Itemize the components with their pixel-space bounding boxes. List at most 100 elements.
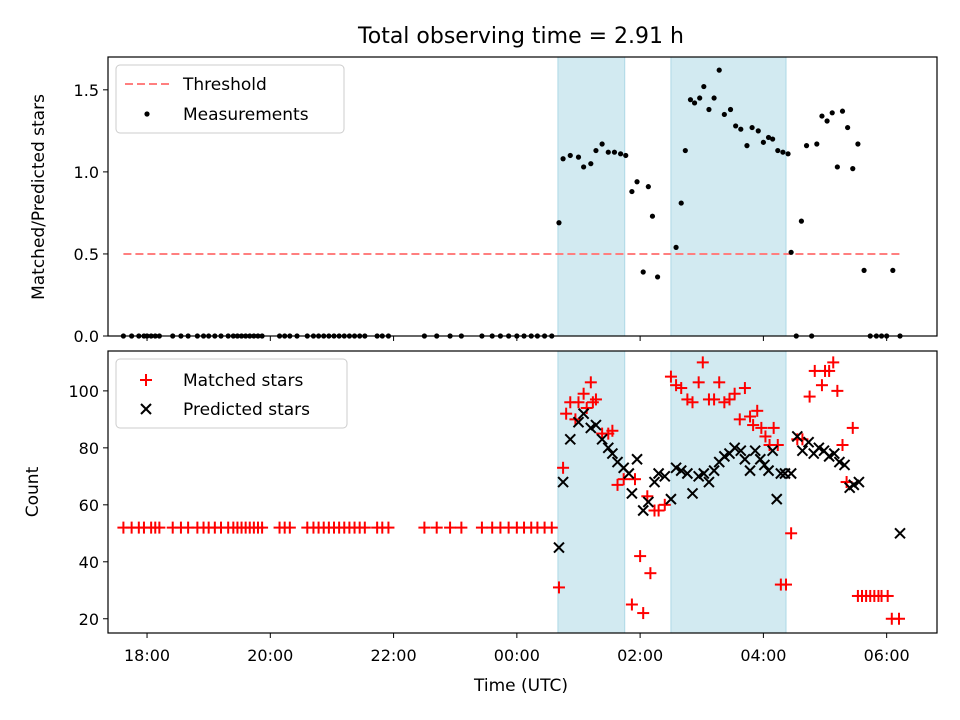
predicted-star-point: [708, 464, 720, 477]
matched-star-point: [767, 421, 780, 434]
matched-star-point: [589, 393, 602, 406]
predicted-star-point: [758, 459, 771, 471]
predicted-star-point-b: [596, 433, 608, 446]
predicted-star-point-b: [818, 444, 830, 457]
bottom-legend-box: [115, 358, 348, 429]
y-tick-label: 1.5: [74, 81, 99, 100]
y-tick-label: 40: [79, 553, 99, 572]
predicted-star-point: [698, 467, 710, 480]
matched-star-point: [713, 376, 726, 389]
predicted-star-point: [802, 436, 815, 448]
measurement-point: [834, 164, 840, 170]
predicted-stars-legend-label: Predicted stars: [183, 400, 310, 420]
predicted-star-point: [853, 476, 865, 488]
measurement-point: [697, 95, 703, 101]
measurement-point: [711, 95, 717, 101]
bottom-panel-frame: [107, 350, 938, 634]
matched-star-point: [577, 387, 590, 400]
matched-star-point: [584, 376, 597, 389]
predicted-star-point-b: [838, 459, 851, 471]
predicted-star-point-b: [681, 467, 694, 480]
matched-star-point: [738, 382, 751, 395]
matched-star-point: [455, 521, 468, 534]
predicted-star-point-b: [572, 416, 585, 428]
matched-star-point: [692, 376, 705, 389]
matched-star-point: [755, 421, 768, 434]
measurement-point: [738, 126, 744, 132]
measurement-point: [560, 156, 566, 162]
measurement-point: [706, 106, 712, 113]
predicted-star-point: [754, 453, 767, 465]
predicted-star-point-b: [754, 453, 767, 465]
predicted-star-point: [590, 419, 602, 431]
measurement-point: [687, 97, 694, 103]
predicted-star-point-b: [828, 447, 840, 460]
predicted-stars-legend-swatch: [140, 403, 152, 415]
y-tick-label: 0.0: [74, 327, 99, 346]
measurement-point: [765, 134, 772, 141]
matched-star-point: [475, 521, 488, 534]
predicted-star-point: [648, 476, 661, 488]
matched-star-point: [283, 521, 296, 534]
x-axis-label: Time (UTC): [473, 676, 568, 696]
matched-star-point: [785, 527, 798, 540]
predicted-star-point: [828, 447, 840, 460]
predicted-star-point-b: [749, 444, 761, 457]
bottom-y-axis-label: Count: [23, 466, 43, 517]
predicted-star-point-b: [623, 467, 635, 480]
predicted-star-point-b: [758, 459, 771, 471]
measurement-point: [760, 139, 766, 145]
predicted-star-point: [553, 541, 565, 554]
matched-star-point: [823, 364, 836, 377]
predicted-star-point: [623, 467, 635, 480]
top-panel: 0.0 0.5 1.0 1.5 Matched/Predicted stars Thr…: [29, 56, 938, 346]
predicted-star-point-b: [771, 493, 783, 505]
predicted-star-point: [703, 476, 715, 488]
top-panel-frame: [107, 56, 938, 337]
y-tick-label: 100: [68, 382, 99, 401]
predicted-star-point: [735, 444, 747, 457]
predicted-star-point-b: [611, 456, 624, 468]
measurement-point: [673, 244, 679, 250]
predicted-star-point-b: [853, 476, 865, 488]
matched-star-point: [718, 396, 731, 409]
predicted-star-point-b: [744, 464, 756, 477]
measurement-point: [611, 149, 618, 155]
measurements-legend-swatch: [144, 111, 150, 117]
matched-star-point: [815, 379, 828, 392]
predicted-star-point-b: [762, 464, 775, 477]
predicted-star-point: [564, 433, 576, 446]
predicted-star-point-b: [775, 467, 787, 480]
predicted-star-point: [686, 487, 699, 500]
measurement-point: [770, 136, 776, 142]
predicted-star-point: [775, 467, 787, 480]
matched-stars-legend-swatch: [140, 374, 152, 386]
matched-star-point: [664, 370, 677, 383]
matched-star-point: [430, 521, 443, 534]
predicted-star-point: [749, 444, 761, 457]
predicted-star-point-b: [665, 493, 677, 505]
predicted-star-point-b: [577, 407, 590, 420]
predicted-star-point: [642, 496, 655, 508]
predicted-star-point-b: [708, 464, 720, 477]
predicted-star-point-b: [894, 527, 906, 540]
predicted-star-point: [766, 444, 779, 457]
predicted-star-point: [771, 493, 783, 505]
measurement-point: [803, 143, 810, 149]
matched-star-point: [686, 396, 699, 409]
matched-star-point: [637, 607, 650, 620]
matched-star-point: [358, 521, 371, 534]
matched-star-point: [560, 407, 573, 420]
measurement-point: [780, 149, 786, 155]
matched-star-point: [723, 393, 736, 406]
predicted-star-point-b: [785, 467, 797, 480]
predicted-star-point: [602, 442, 614, 454]
x-tick-label: 22:00: [371, 646, 417, 665]
measurement-point: [775, 147, 781, 154]
measurement-point: [716, 67, 722, 73]
predicted-star-point: [596, 433, 608, 446]
predicted-star-point-b: [648, 476, 661, 488]
measurement-point: [798, 218, 805, 224]
predicted-star-point: [637, 504, 649, 517]
